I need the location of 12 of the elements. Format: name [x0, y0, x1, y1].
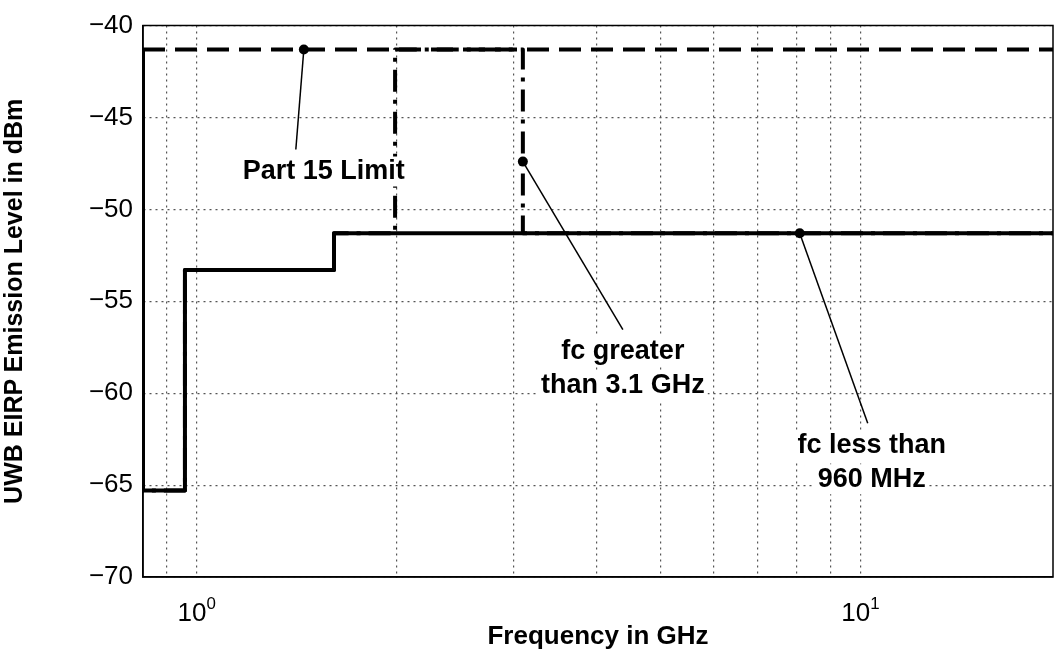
x-axis-title: Frequency in GHz: [487, 619, 709, 650]
y-tick-label: −45: [88, 100, 133, 131]
y-axis-title: UWB EIRP Emission Level in dBm: [0, 98, 27, 504]
y-tick-label: −70: [88, 560, 133, 591]
y-tick-label: −55: [88, 284, 133, 315]
annotation: fc greater than 3.1 GHz: [541, 335, 705, 400]
y-tick-label: −40: [88, 8, 133, 39]
y-tick-label: −50: [88, 192, 133, 223]
y-tick-label: −65: [88, 468, 133, 499]
annotation: Part 15 Limit: [242, 154, 405, 185]
y-tick-label: −60: [88, 376, 133, 407]
annotation: fc less than 960 MHz: [797, 428, 947, 493]
